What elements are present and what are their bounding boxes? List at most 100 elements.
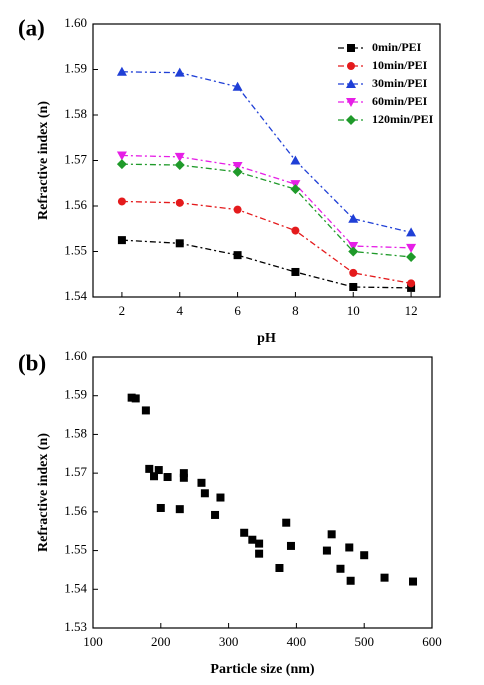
data-point: [175, 505, 184, 514]
series-line: [121, 71, 412, 234]
data-point: [349, 268, 358, 277]
legend-marker: [346, 98, 356, 107]
data-point: [116, 66, 127, 76]
y-tick-label: 1.53: [64, 619, 87, 634]
legend-marker: [347, 44, 355, 52]
data-point: [174, 152, 185, 162]
x-tick-label: 12: [405, 303, 418, 318]
x-tick-label: 600: [422, 634, 442, 649]
data-point: [346, 576, 355, 585]
data-point: [348, 213, 359, 223]
data-point: [131, 394, 140, 403]
y-tick-label: 1.54: [64, 288, 87, 303]
legend-label: 10min/PEI: [372, 58, 428, 72]
data-point: [116, 159, 127, 170]
data-point: [200, 489, 209, 498]
data-point: [175, 198, 184, 207]
data-point: [291, 226, 300, 235]
x-tick-label: 500: [354, 634, 374, 649]
data-point: [117, 236, 126, 245]
data-point: [154, 466, 163, 475]
y-tick-label: 1.56: [64, 503, 87, 518]
series-line: [121, 239, 412, 289]
y-tick-label: 1.57: [64, 464, 87, 479]
data-point: [248, 535, 257, 544]
data-point: [175, 239, 184, 248]
data-point: [211, 510, 220, 519]
x-tick-label: 200: [151, 634, 171, 649]
y-tick-label: 1.57: [64, 151, 87, 166]
data-point: [116, 151, 127, 161]
x-tick-label: 4: [177, 303, 184, 318]
data-point: [117, 197, 126, 206]
y-tick-label: 1.56: [64, 197, 87, 212]
data-point: [336, 564, 345, 573]
y-tick-label: 1.59: [64, 387, 87, 402]
data-point: [360, 551, 369, 560]
panel-label: (b): [18, 350, 46, 375]
y-tick-label: 1.55: [64, 542, 87, 557]
data-point: [291, 267, 300, 276]
data-point: [240, 528, 249, 537]
data-point: [150, 472, 159, 481]
data-point: [174, 160, 185, 171]
legend-label: 30min/PEI: [372, 76, 428, 90]
data-point: [282, 518, 291, 527]
data-point: [406, 243, 417, 253]
y-tick-label: 1.58: [64, 106, 87, 121]
y-tick-label: 1.59: [64, 60, 87, 75]
x-tick-label: 300: [219, 634, 239, 649]
legend-label: 60min/PEI: [372, 94, 428, 108]
x-axis-label: pH: [257, 331, 276, 346]
data-point: [156, 503, 165, 512]
data-point: [380, 573, 389, 582]
x-tick-label: 100: [83, 634, 103, 649]
x-tick-label: 8: [292, 303, 299, 318]
data-point: [322, 546, 331, 555]
data-point: [174, 67, 185, 77]
data-point: [327, 530, 336, 539]
x-tick-label: 2: [119, 303, 126, 318]
legend-marker: [346, 79, 356, 88]
data-point: [197, 478, 206, 487]
series-line: [121, 154, 412, 249]
data-point: [141, 406, 150, 415]
legend-label: 120min/PEI: [372, 112, 434, 126]
data-point: [286, 541, 295, 550]
data-point: [290, 184, 301, 195]
y-tick-label: 1.55: [64, 242, 87, 257]
data-point: [232, 166, 243, 177]
legend-marker: [347, 62, 355, 70]
y-axis-label: Refractive index (n): [36, 101, 51, 220]
data-point: [179, 469, 188, 478]
data-point: [345, 543, 354, 552]
data-point: [145, 464, 154, 473]
x-tick-label: 6: [234, 303, 241, 318]
data-point: [179, 473, 188, 482]
data-point: [406, 227, 417, 237]
y-tick-label: 1.58: [64, 425, 87, 440]
data-point: [216, 493, 225, 502]
y-axis-label: Refractive index (n): [36, 433, 51, 552]
series-line: [121, 163, 412, 258]
legend-label: 0min/PEI: [372, 40, 422, 54]
data-point: [275, 563, 284, 572]
x-tick-label: 10: [347, 303, 360, 318]
y-tick-label: 1.60: [64, 15, 87, 30]
data-point: [406, 251, 417, 262]
data-point: [233, 251, 242, 260]
data-point: [290, 155, 301, 165]
data-point: [407, 283, 416, 292]
data-point: [233, 205, 242, 214]
data-point: [127, 393, 136, 402]
data-point: [232, 161, 243, 171]
panel-label: (a): [18, 15, 45, 40]
y-tick-label: 1.60: [64, 348, 87, 363]
x-axis-label: Particle size (nm): [210, 662, 315, 677]
plot-frame: [92, 356, 433, 629]
data-point: [255, 539, 264, 548]
data-point: [349, 282, 358, 291]
data-point: [348, 246, 359, 257]
data-point: [255, 549, 264, 558]
